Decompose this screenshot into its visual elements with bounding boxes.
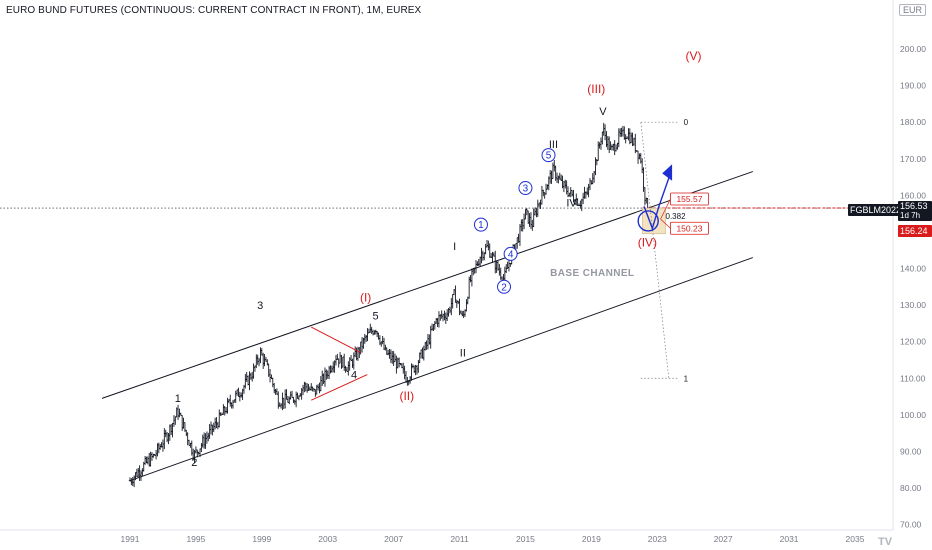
wave-label-red: (III) bbox=[587, 82, 605, 96]
y-tick-label: 130.00 bbox=[900, 300, 926, 310]
target-circle bbox=[637, 210, 659, 232]
wave-label-black: I bbox=[453, 241, 456, 253]
wave-label-blue: 4 bbox=[508, 249, 514, 260]
projection-arrowhead bbox=[662, 164, 673, 181]
wave-circle-blue bbox=[541, 148, 556, 163]
y-tick-label: 180.00 bbox=[900, 117, 926, 127]
wave-label-black: 1 bbox=[175, 393, 181, 405]
wave-label-red: (II) bbox=[399, 389, 414, 403]
y-tick-label: 140.00 bbox=[900, 264, 926, 274]
wave-label-red: (IV) bbox=[638, 236, 657, 250]
wave-label-black: IV bbox=[566, 197, 577, 209]
wave-label-red: (I) bbox=[360, 290, 371, 304]
x-tick-label: 2023 bbox=[648, 534, 667, 544]
price-bars bbox=[128, 122, 649, 488]
price-label-upper: 155.57 bbox=[676, 194, 702, 204]
chart-title: EURO BUND FUTURES (CONTINUOUS: CURRENT C… bbox=[6, 5, 422, 16]
prev-price-tag: 156.24 bbox=[898, 225, 932, 237]
y-tick-label: 120.00 bbox=[900, 337, 926, 347]
wave-label-black: II bbox=[460, 347, 466, 359]
wave-label-black: V bbox=[599, 106, 607, 118]
projection-path bbox=[643, 173, 672, 231]
channel-label: BASE CHANNEL bbox=[550, 268, 634, 279]
triangle-line bbox=[311, 374, 368, 401]
fib-diagonal bbox=[640, 122, 670, 379]
y-tick-label: 170.00 bbox=[900, 154, 926, 164]
channel-lower-line bbox=[129, 257, 753, 482]
wave-label-black: 3 bbox=[257, 300, 263, 312]
wave-circle-blue bbox=[473, 217, 488, 232]
fib-label-partial: 0.382 bbox=[666, 212, 687, 221]
wave-label-black: III bbox=[549, 139, 558, 151]
x-tick-label: 2015 bbox=[516, 534, 535, 544]
x-tick-label: 1995 bbox=[186, 534, 205, 544]
x-tick-label: 2031 bbox=[780, 534, 799, 544]
wave-circle-blue bbox=[497, 279, 512, 294]
wave-label-blue: 2 bbox=[501, 282, 507, 293]
channel-upper-line bbox=[101, 171, 753, 399]
fib-label-top: 0 bbox=[684, 118, 689, 127]
wave-circle-blue bbox=[518, 181, 533, 196]
y-tick-label: 160.00 bbox=[900, 190, 926, 200]
y-tick-label: 110.00 bbox=[900, 373, 926, 383]
x-tick-label: 2019 bbox=[582, 534, 601, 544]
price-label-lower: 150.23 bbox=[676, 223, 702, 233]
wave-label-red: (V) bbox=[686, 49, 702, 63]
y-tick-label: 100.00 bbox=[900, 410, 926, 420]
x-tick-label: 1991 bbox=[121, 534, 140, 544]
triangle-line bbox=[311, 326, 361, 354]
wave-circle-blue bbox=[503, 246, 518, 261]
y-tick-label: 90.00 bbox=[900, 446, 922, 456]
symbol-tag: FGBLM2022 bbox=[848, 204, 904, 216]
countdown-value: 1d 7h bbox=[900, 211, 921, 220]
x-tick-label: 2035 bbox=[846, 534, 865, 544]
tradingview-logo: TV bbox=[878, 536, 893, 548]
x-tick-label: 2003 bbox=[318, 534, 337, 544]
price-label-lower-leader bbox=[660, 218, 671, 229]
price-label-upper-leader bbox=[660, 198, 671, 220]
wave-label-black: 2 bbox=[191, 457, 197, 469]
y-tick-label: 200.00 bbox=[900, 44, 926, 54]
wave-label-blue: 3 bbox=[523, 184, 529, 195]
annotations: 0 1 0.382 155.57 150.23 BASE CHANNEL (I) (II) (I… bbox=[0, 49, 893, 469]
currency-selector[interactable]: EUR bbox=[898, 4, 926, 16]
y-tick-label: 70.00 bbox=[900, 520, 922, 530]
y-tick-label: 80.00 bbox=[900, 483, 922, 493]
y-tick-label: 190.00 bbox=[900, 81, 926, 91]
last-price-value: 156.53 bbox=[900, 201, 928, 211]
fib-label-bottom: 1 bbox=[684, 374, 689, 383]
x-tick-label: 2011 bbox=[450, 534, 469, 544]
wave-label-blue: 5 bbox=[546, 151, 552, 162]
wave-label-black: 4 bbox=[351, 369, 357, 381]
wave-label-black: 5 bbox=[372, 311, 378, 323]
x-tick-label: 2007 bbox=[384, 534, 403, 544]
wave-label-blue: 1 bbox=[478, 220, 484, 231]
last-price-tag: 156.53 1d 7h bbox=[898, 201, 932, 221]
x-tick-label: 2027 bbox=[714, 534, 733, 544]
x-tick-label: 1999 bbox=[252, 534, 271, 544]
